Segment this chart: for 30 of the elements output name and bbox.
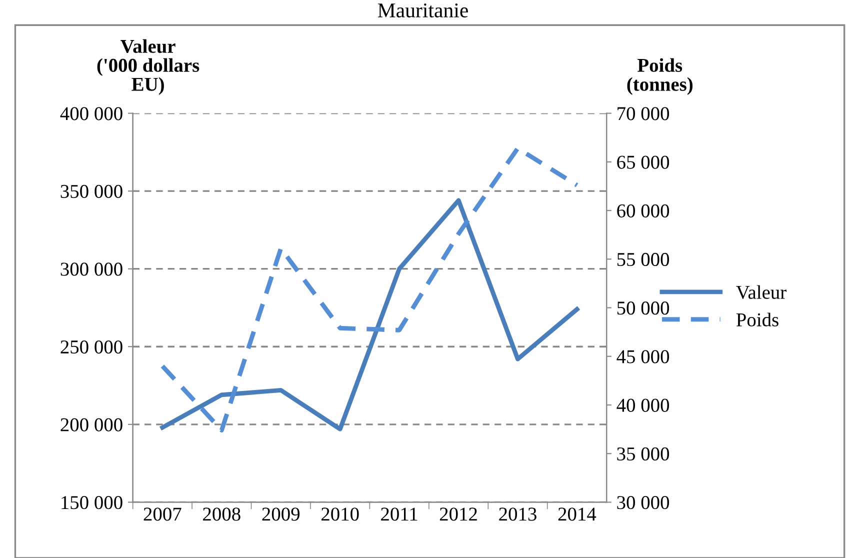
legend-label: Poids <box>736 312 778 326</box>
y-tick-label: 300 000 <box>60 262 122 276</box>
x-tick-label: 2011 <box>381 508 418 521</box>
y-tick-label: 150 000 <box>62 496 122 510</box>
legend-label: Valeur <box>736 285 786 300</box>
x-tick-label: 2012 <box>440 508 477 521</box>
x-tick-label: 2008 <box>203 508 240 521</box>
chart-title: Mauritanie <box>378 3 468 18</box>
x-tick-label: 2009 <box>262 508 300 521</box>
y2-tick-label: 60 000 <box>617 204 670 218</box>
y-tick-label: 200 000 <box>60 418 122 432</box>
y-tick-label: 250 000 <box>60 340 122 354</box>
y2-tick-label: 40 000 <box>616 398 670 412</box>
y2-tick-label: 65 000 <box>617 156 670 169</box>
y2-tick-label: 50 000 <box>617 302 670 315</box>
x-tick-label: 2014 <box>558 508 596 521</box>
y-tick-label: 350 000 <box>60 184 122 198</box>
x-tick-label: 2010 <box>322 508 359 521</box>
y2-tick-label: 30 000 <box>617 496 670 510</box>
x-tick-label: 2013 <box>499 508 536 521</box>
y2-tick-label: 55 000 <box>617 252 670 266</box>
y2-tick-label: 70 000 <box>618 107 670 120</box>
y-tick-label: 400 000 <box>60 107 122 120</box>
y2-axis-title: Poids (tonnes) <box>627 58 693 95</box>
y2-tick-label: 45 000 <box>616 350 670 364</box>
y2-tick-label: 35 000 <box>617 447 670 461</box>
line-series <box>160 146 580 432</box>
line-series <box>160 198 580 432</box>
x-tick-label: 2007 <box>144 508 182 521</box>
y-axis-title: Valeur ('000 dollars EU) <box>97 39 200 95</box>
